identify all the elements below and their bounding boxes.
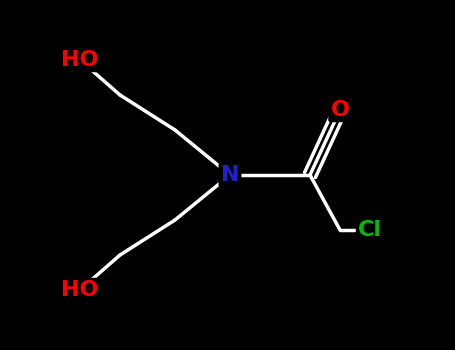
- Text: O: O: [330, 100, 349, 120]
- Text: HO: HO: [61, 280, 99, 300]
- Text: N: N: [221, 165, 239, 185]
- Text: Cl: Cl: [358, 220, 382, 240]
- Text: HO: HO: [61, 50, 99, 70]
